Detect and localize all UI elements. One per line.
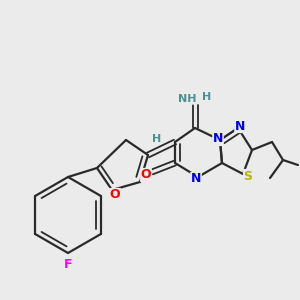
Text: N: N <box>213 133 223 146</box>
Text: N: N <box>235 119 245 133</box>
Text: O: O <box>141 169 151 182</box>
Text: F: F <box>64 259 72 272</box>
Text: N: N <box>191 172 201 185</box>
Text: H: H <box>152 134 161 143</box>
Text: NH: NH <box>178 94 196 104</box>
Text: H: H <box>202 92 211 102</box>
Text: S: S <box>244 169 253 182</box>
Text: O: O <box>110 188 120 202</box>
